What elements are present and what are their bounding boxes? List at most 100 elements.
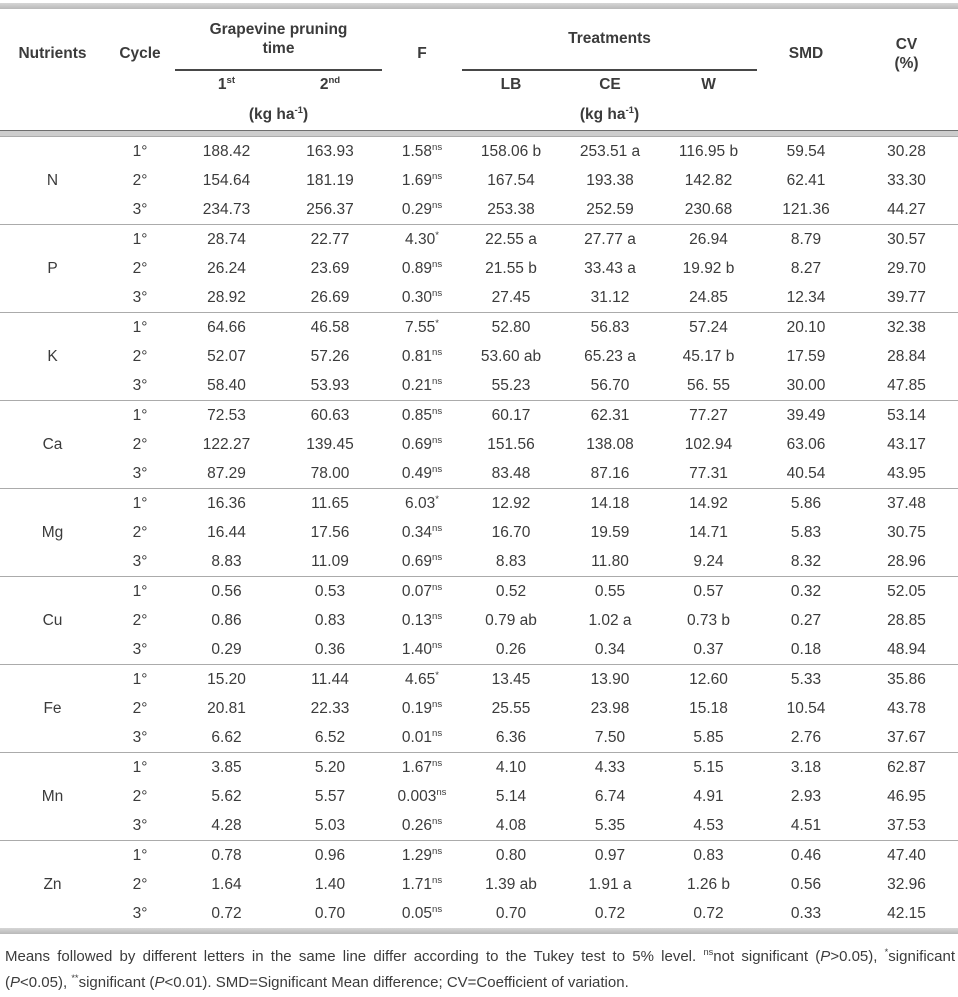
treatment-w-value: 5.85	[693, 728, 724, 746]
pruning-2nd-value: 0.83	[314, 611, 346, 629]
pruning-2nd-value: 5.03	[314, 816, 346, 834]
f-value: 1.40ns	[401, 639, 443, 658]
footnote-segment: >0.05),	[830, 948, 885, 965]
f-significance-mark: *	[435, 229, 439, 241]
pruning-2nd-value: 5.57	[314, 787, 346, 805]
table-body: N 1° 188.42 163.93 1.58ns 158.06 b 253.51 a 116…	[0, 136, 958, 928]
cv-value: 30.28	[855, 136, 958, 166]
treatment-w-value: 56. 55	[686, 376, 731, 394]
treatment-ce-value: 0.72	[594, 904, 626, 922]
f-significance-mark: ns	[432, 346, 443, 358]
pruning-2nd-value: 22.33	[310, 699, 350, 717]
footnote-segment: **	[71, 973, 79, 983]
f-value: 1.71ns	[401, 874, 443, 893]
table-row: 2° 0.86 0.83 0.13ns 0.79 ab 1.02 a 0.73 b 0.27 2…	[0, 606, 958, 635]
pruning-1st-value: 28.74	[175, 224, 278, 254]
table-row: Fe 1° 15.20 11.44 4.65* 13.45 13.90 12.60 5.33 35…	[0, 664, 958, 753]
pruning-2nd-value: 53.93	[310, 376, 350, 394]
smd-value: 63.06	[786, 435, 826, 453]
treatment-ce-value: 19.59	[590, 523, 630, 541]
cv-value: 44.27	[887, 200, 926, 218]
pruning-2nd-value: 22.77	[278, 224, 382, 254]
table-row: 3° 0.29 0.36 1.40ns 0.26 0.34 0.37 0.18 48.94	[0, 635, 958, 665]
f-significance-mark: ns	[432, 463, 443, 475]
treatment-ce-value: 0.97	[560, 840, 660, 870]
treatment-w-value: 0.73 b	[686, 611, 731, 629]
smd-value: 5.83	[790, 523, 822, 541]
table-row: Ca 1° 72.53 60.63 0.85ns 60.17 62.31 77.27 39.49…	[0, 400, 958, 489]
treatment-ce-value: 1.02 a	[588, 611, 632, 629]
pruning-1st-value: 20.81	[207, 699, 246, 717]
f-significance-mark: ns	[432, 727, 443, 739]
treatment-lb-value: 53.60 ab	[480, 347, 542, 365]
treatment-lb-value: 52.80	[462, 312, 560, 342]
treatment-lb-value: 13.45	[462, 664, 560, 694]
cycle-cell: 2°	[132, 523, 148, 541]
treatment-lb-value: 21.55 b	[485, 259, 537, 277]
pruning-2nd-value: 60.63	[278, 400, 382, 430]
cv-value: 47.40	[855, 840, 958, 870]
smd-value: 2.93	[790, 787, 822, 805]
treatment-ce-value: 138.08	[586, 435, 634, 453]
pruning-1st-value: 234.73	[202, 200, 251, 218]
pruning-1st-value: 52.07	[207, 347, 246, 365]
f-value: 0.01ns	[401, 727, 443, 746]
treatment-ce-value: 253.51 a	[560, 136, 660, 166]
f-significance-mark: ns	[432, 551, 443, 563]
treatment-ce-value: 14.18	[560, 488, 660, 518]
treatment-ce-value: 87.16	[590, 464, 630, 482]
footnote-segment: P	[154, 974, 165, 991]
f-significance-mark: ns	[432, 610, 443, 622]
treatment-w-value: 14.92	[660, 488, 758, 518]
smd-value: 59.54	[757, 136, 856, 166]
header-spacer	[855, 99, 958, 131]
treatment-ce-value: 62.31	[560, 400, 660, 430]
f-significance-mark: ns	[432, 639, 443, 651]
treatment-lb-value: 0.70	[495, 904, 527, 922]
pruning-2nd-value: 256.37	[306, 200, 354, 218]
table-row: 2° 1.64 1.40 1.71ns 1.39 ab 1.91 a 1.26 b 0.56 3…	[0, 870, 958, 899]
smd-value: 0.56	[790, 875, 822, 893]
treatment-w-value: 26.94	[660, 224, 758, 254]
f-significance-mark: ns	[432, 815, 443, 827]
pruning-2nd-value: 11.65	[278, 488, 382, 518]
treatment-w-value: 77.27	[660, 400, 758, 430]
cycle-cell: 2°	[132, 611, 148, 629]
pruning-2nd-value: 0.70	[314, 904, 346, 922]
treatment-w-value: 9.24	[693, 552, 724, 570]
treatment-w-value: 57.24	[660, 312, 758, 342]
nutrient-cell: Zn	[0, 840, 105, 928]
header-spacer	[382, 99, 462, 131]
cycle-cell: 1°	[105, 136, 175, 166]
f-significance-mark: ns	[432, 170, 443, 182]
smd-value: 3.18	[757, 752, 856, 782]
treatment-w-value: 0.72	[693, 904, 724, 922]
cv-value: 30.57	[855, 224, 958, 254]
treatment-ce-value: 27.77 a	[560, 224, 660, 254]
smd-value: 12.34	[786, 288, 826, 306]
treatment-lb-value: 0.79 ab	[485, 611, 537, 629]
cv-value: 48.94	[887, 640, 926, 658]
f-significance-mark: ns	[432, 258, 443, 270]
treatment-ce-value: 1.91 a	[588, 875, 632, 893]
cv-value: 47.85	[887, 376, 926, 394]
cycle-cell: 3°	[132, 288, 148, 306]
f-value: 4.65*	[382, 664, 462, 694]
cycle-cell: 1°	[105, 840, 175, 870]
footnote-segment: <0.05),	[20, 974, 72, 991]
treatment-lb-value: 0.52	[462, 576, 560, 606]
f-value: 0.49ns	[401, 463, 443, 482]
treatment-w-value: 24.85	[689, 288, 728, 306]
table-row: 2° 5.62 5.57 0.003ns 5.14 6.74 4.91 2.93 46.95	[0, 782, 958, 811]
smd-value: 8.32	[790, 552, 822, 570]
smd-value: 0.18	[790, 640, 822, 658]
treatment-lb-value: 0.80	[462, 840, 560, 870]
pruning-2nd-value: 11.44	[278, 664, 382, 694]
cycle-cell: 3°	[132, 200, 148, 218]
f-significance-mark: ns	[432, 757, 443, 769]
pruning-2nd-value: 78.00	[310, 464, 350, 482]
treatment-w-value: 4.91	[693, 787, 724, 805]
treatment-lb-value: 16.70	[491, 523, 531, 541]
f-value: 0.05ns	[401, 903, 443, 922]
f-significance-mark: ns	[432, 581, 443, 593]
